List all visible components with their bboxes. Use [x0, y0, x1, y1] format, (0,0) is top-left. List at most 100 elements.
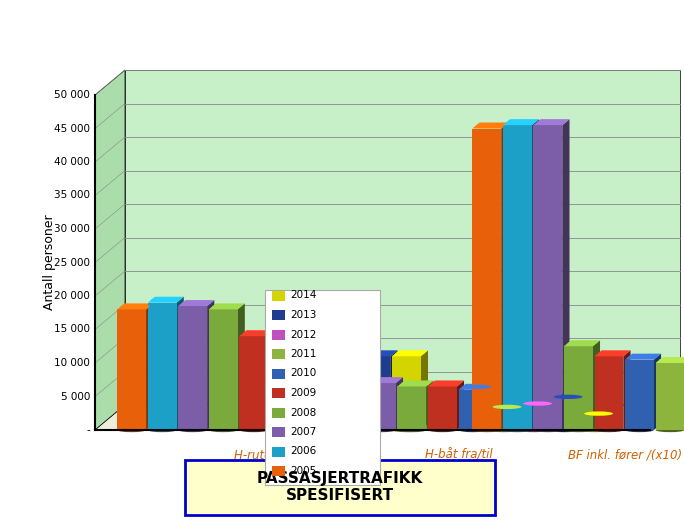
- Ellipse shape: [304, 334, 333, 339]
- Polygon shape: [581, 411, 617, 417]
- Ellipse shape: [581, 428, 609, 432]
- Polygon shape: [473, 123, 508, 128]
- Polygon shape: [331, 336, 360, 430]
- Ellipse shape: [397, 428, 426, 432]
- Polygon shape: [176, 297, 184, 430]
- Polygon shape: [654, 354, 661, 430]
- Polygon shape: [337, 376, 365, 430]
- Polygon shape: [458, 390, 488, 430]
- Polygon shape: [148, 297, 184, 303]
- Ellipse shape: [392, 428, 421, 432]
- Ellipse shape: [340, 371, 369, 376]
- Polygon shape: [550, 400, 579, 430]
- Ellipse shape: [625, 428, 654, 432]
- Polygon shape: [95, 405, 680, 430]
- Text: 20 000: 20 000: [54, 291, 90, 301]
- Polygon shape: [655, 363, 684, 430]
- Text: BF inkl. fører /(x10): BF inkl. fører /(x10): [568, 448, 682, 461]
- Ellipse shape: [534, 428, 562, 432]
- Text: 25 000: 25 000: [54, 257, 90, 267]
- Polygon shape: [518, 404, 525, 430]
- Polygon shape: [501, 123, 508, 430]
- Polygon shape: [117, 309, 146, 430]
- Text: 2012: 2012: [290, 330, 317, 340]
- Ellipse shape: [331, 428, 360, 432]
- Polygon shape: [473, 128, 501, 430]
- Polygon shape: [520, 407, 549, 430]
- Polygon shape: [299, 327, 306, 430]
- Polygon shape: [625, 354, 661, 359]
- Ellipse shape: [659, 358, 684, 362]
- Polygon shape: [503, 125, 531, 430]
- Polygon shape: [207, 300, 214, 430]
- Text: 45 000: 45 000: [54, 124, 90, 134]
- Text: 15 000: 15 000: [54, 324, 90, 334]
- Polygon shape: [503, 119, 539, 125]
- Polygon shape: [209, 303, 245, 309]
- FancyBboxPatch shape: [265, 290, 380, 485]
- Polygon shape: [306, 354, 342, 359]
- Polygon shape: [397, 380, 434, 387]
- Text: 2005: 2005: [290, 466, 316, 476]
- Ellipse shape: [121, 304, 150, 309]
- Polygon shape: [269, 327, 306, 333]
- Text: 30 000: 30 000: [54, 224, 90, 234]
- Bar: [272, 349, 285, 359]
- Polygon shape: [489, 404, 525, 410]
- Ellipse shape: [243, 331, 272, 335]
- Bar: [272, 427, 285, 437]
- Bar: [272, 446, 285, 456]
- Text: 2007: 2007: [290, 427, 316, 437]
- Ellipse shape: [507, 120, 536, 124]
- Bar: [272, 466, 285, 476]
- Polygon shape: [531, 119, 539, 430]
- Ellipse shape: [473, 428, 501, 432]
- Polygon shape: [562, 119, 570, 430]
- Text: H-rute fra/til: H-rute fra/til: [233, 448, 306, 461]
- Text: H-båt fra/til: H-båt fra/til: [425, 448, 492, 461]
- Bar: [272, 330, 285, 340]
- Polygon shape: [579, 394, 586, 430]
- Ellipse shape: [594, 428, 623, 432]
- Ellipse shape: [655, 428, 684, 432]
- Text: 2008: 2008: [290, 408, 316, 418]
- Bar: [272, 290, 285, 300]
- Polygon shape: [625, 359, 654, 430]
- Polygon shape: [179, 306, 207, 430]
- Polygon shape: [237, 303, 245, 430]
- Ellipse shape: [239, 428, 268, 432]
- Ellipse shape: [361, 428, 391, 432]
- Text: 2010: 2010: [290, 368, 316, 378]
- Polygon shape: [397, 387, 426, 430]
- Polygon shape: [609, 411, 617, 430]
- Polygon shape: [239, 330, 276, 336]
- Polygon shape: [396, 377, 403, 430]
- Polygon shape: [458, 384, 495, 390]
- Polygon shape: [391, 351, 397, 430]
- Ellipse shape: [462, 385, 491, 389]
- Ellipse shape: [365, 351, 394, 355]
- Ellipse shape: [503, 428, 531, 432]
- Ellipse shape: [432, 381, 460, 386]
- Polygon shape: [300, 334, 337, 340]
- Polygon shape: [623, 351, 631, 430]
- Text: -: -: [86, 425, 90, 435]
- Polygon shape: [564, 340, 600, 346]
- Ellipse shape: [274, 328, 302, 332]
- Polygon shape: [361, 351, 397, 356]
- Ellipse shape: [554, 395, 583, 399]
- Ellipse shape: [148, 428, 176, 432]
- Ellipse shape: [395, 351, 424, 355]
- Ellipse shape: [151, 298, 180, 302]
- Text: 2009: 2009: [290, 388, 316, 398]
- Polygon shape: [300, 340, 329, 430]
- Polygon shape: [269, 333, 299, 430]
- Polygon shape: [489, 410, 518, 430]
- Ellipse shape: [306, 428, 334, 432]
- Polygon shape: [360, 330, 367, 430]
- Polygon shape: [594, 356, 623, 430]
- Polygon shape: [594, 351, 631, 356]
- Ellipse shape: [458, 428, 488, 432]
- Polygon shape: [488, 384, 495, 430]
- Text: Antall personer: Antall personer: [44, 215, 57, 310]
